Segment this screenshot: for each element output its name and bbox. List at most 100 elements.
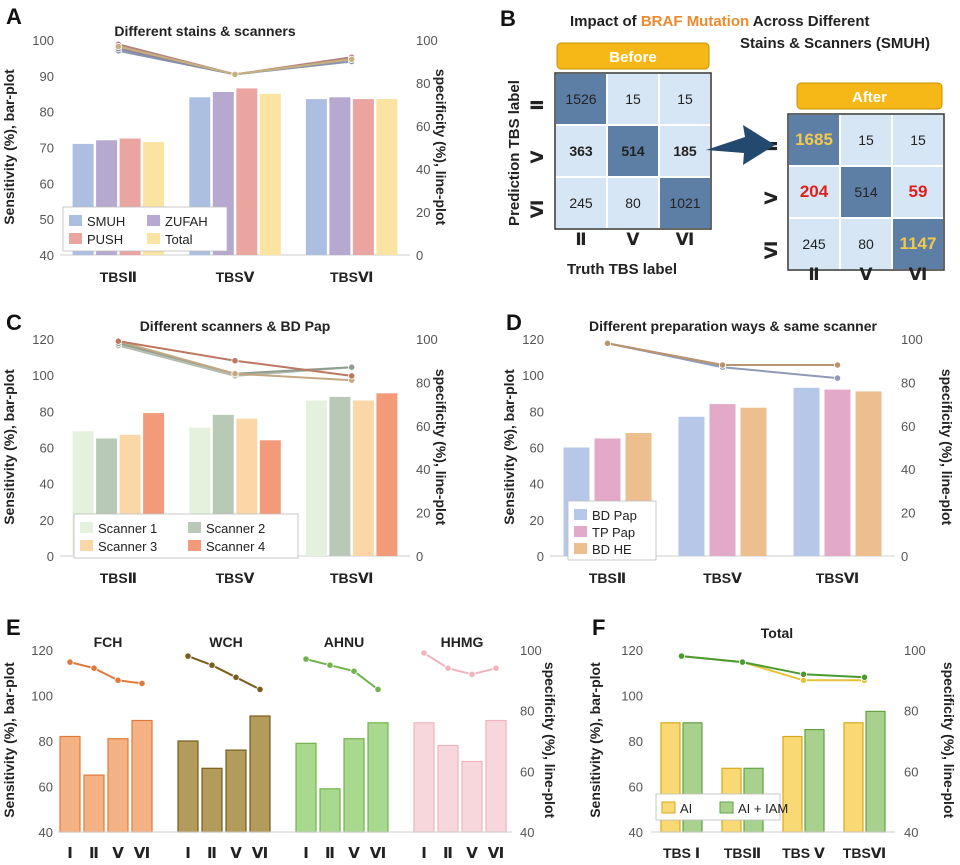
y-tick-label: 120	[32, 332, 54, 347]
y2-tick-label: 80	[904, 704, 918, 719]
y-axis-label: Sensitivity (%), bar-plot	[587, 662, 603, 818]
bar-bd-he	[740, 407, 767, 556]
legend-swatch	[188, 522, 201, 533]
y-tick-label: 20	[530, 513, 544, 528]
y-tick-label: 60	[40, 176, 54, 191]
bar-fch	[59, 735, 81, 833]
bar-ai	[843, 722, 864, 833]
legend-box	[655, 793, 781, 821]
legend-label: Scanner 2	[206, 521, 265, 536]
x-tick-label: TBS Ⅴ	[782, 845, 825, 861]
y-axis-label: Sensitivity (%), bar-plot	[1, 69, 17, 225]
legend-label: Scanner 4	[206, 539, 265, 554]
matrix-value: 1021	[669, 195, 700, 211]
spec-hhmg-point	[492, 664, 500, 672]
y2-tick-label: 100	[520, 643, 542, 658]
x-tick-label: TBSⅤ	[703, 570, 742, 586]
x-tick-label: TBSⅤ	[216, 269, 255, 285]
y2-tick-label: 60	[904, 764, 918, 779]
x-tick-label: TBSⅡ	[100, 570, 137, 586]
bar-wch	[225, 749, 247, 833]
y2-axis-label: specificity (%), line-plot	[542, 662, 558, 819]
spec-scanner-2-point	[348, 363, 356, 371]
legend-swatch	[574, 509, 587, 520]
y-tick-label: 80	[40, 105, 54, 120]
y-tick-label: 60	[530, 441, 544, 456]
matrix-value: 185	[673, 143, 697, 159]
x-tick-label: Ⅱ	[89, 845, 99, 862]
bar-push	[352, 99, 374, 255]
legend-swatch	[188, 540, 201, 551]
after-label: After	[852, 89, 887, 106]
spec-total-point	[114, 42, 122, 51]
panel-label-B: B	[500, 6, 516, 31]
after-header	[796, 82, 943, 110]
matrix-value: 514	[854, 184, 878, 200]
x-tick-label: TBSⅥ	[816, 570, 859, 586]
bar-scanner-3	[352, 400, 374, 556]
y-tick-label: 0	[47, 549, 54, 564]
y-tick-label: 100	[31, 689, 53, 704]
bar-wch	[177, 740, 199, 833]
y-tick-label: 60	[40, 441, 54, 456]
panel-label-F: F	[592, 615, 605, 640]
spec-bd-pap-point	[833, 374, 842, 382]
chart-title: Different preparation ways & same scanne…	[589, 318, 877, 334]
y-tick-label: 70	[40, 141, 54, 156]
bar-scanner-4	[376, 393, 398, 557]
y-tick-label: 60	[39, 780, 53, 795]
col-label: Ⅵ	[909, 265, 928, 284]
x-tick-label: Ⅴ	[466, 845, 478, 862]
bar-tp-pap	[824, 389, 851, 556]
chart-title: Different stains & scanners	[114, 23, 295, 39]
legend-swatch	[80, 522, 93, 533]
bar-total	[376, 99, 398, 255]
bar-bd-pap	[793, 387, 820, 556]
row-label: Ⅵ	[762, 241, 781, 260]
y2-tick-label: 60	[416, 419, 430, 434]
legend-swatch	[69, 215, 82, 226]
y2-tick-label: 20	[416, 506, 430, 521]
y-tick-label: 0	[537, 549, 544, 564]
matrix-cell	[606, 176, 660, 230]
spec-push-line	[118, 43, 352, 76]
y2-tick-label: 60	[416, 119, 430, 134]
y2-tick-label: 0	[901, 549, 908, 564]
spec-ai-point	[799, 676, 808, 684]
matrix-value: 363	[569, 143, 593, 159]
x-tick-label: TBSⅤ	[216, 570, 255, 586]
spec-ahnu-point	[350, 667, 358, 675]
y-tick-label: 120	[31, 643, 53, 658]
bar-ai-iam	[804, 728, 825, 833]
legend-swatch	[574, 543, 587, 554]
row-label: Ⅴ	[762, 191, 781, 205]
chart-title: Total	[761, 625, 793, 641]
spec-wch-point	[232, 673, 240, 681]
spec-ai-iam-point	[738, 658, 747, 666]
bar-push	[236, 88, 258, 256]
panel-label-A: A	[6, 4, 22, 29]
y2-tick-label: 0	[416, 248, 423, 263]
x-tick-label: TBSⅡ	[724, 845, 761, 861]
y2-tick-label: 20	[901, 506, 915, 521]
legend-swatch	[69, 233, 82, 244]
spec-fch-point	[66, 658, 74, 666]
bar-fch	[131, 719, 153, 833]
matrix-cell	[606, 72, 660, 126]
matrix-value: 80	[858, 236, 874, 252]
y2-tick-label: 100	[904, 643, 926, 658]
title-part: Impact of	[570, 13, 641, 30]
y-tick-label: 80	[40, 404, 54, 419]
spec-scanner-4-point	[114, 337, 122, 345]
spec-wch-point	[208, 661, 216, 669]
y2-axis-label: specificity (%), line-plot	[939, 369, 955, 526]
legend-label: PUSH	[87, 232, 123, 247]
spec-fch-point	[138, 679, 146, 688]
x-tick-label: Ⅵ	[488, 845, 505, 862]
spec-ai-iam-point	[677, 652, 686, 660]
arrow-icon	[706, 125, 775, 165]
y2-axis-label: specificity (%), line-plot	[941, 662, 957, 819]
group-title: HHMG	[441, 634, 484, 650]
matrix-value: 1526	[565, 91, 596, 107]
bar-ahnu	[367, 722, 389, 833]
